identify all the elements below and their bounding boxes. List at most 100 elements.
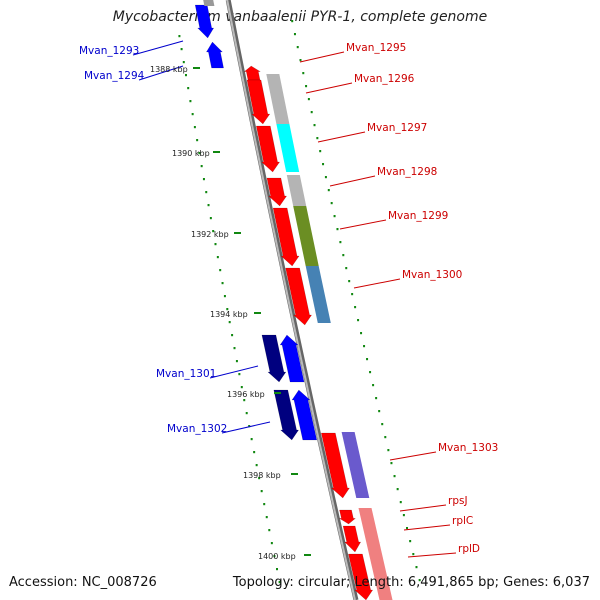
gene-label-forward: Mvan_1303 <box>438 442 498 454</box>
guide-dot <box>196 139 199 142</box>
gene-leader-line <box>209 365 259 379</box>
gene-arrow-reverse <box>273 389 300 441</box>
guide-dot <box>319 150 322 153</box>
guide-dot <box>296 46 299 49</box>
backbone-line <box>225 0 359 600</box>
gene-arrow-reverse <box>279 334 305 383</box>
guide-dot <box>243 399 246 402</box>
guide-dot <box>248 425 251 428</box>
gene-label-forward: Mvan_1300 <box>402 269 462 281</box>
gene-leader-line <box>305 82 353 94</box>
guide-dot <box>327 189 330 192</box>
guide-dot <box>233 347 236 350</box>
guide-dot <box>366 358 369 361</box>
gene-leader-line <box>403 524 451 531</box>
cog-band <box>276 124 300 172</box>
guide-dot <box>202 178 205 181</box>
guide-dot <box>216 256 219 259</box>
guide-dot <box>418 579 421 582</box>
gene-arrow-forward <box>320 432 350 499</box>
guide-dot <box>212 230 215 233</box>
guide-dot <box>345 267 348 270</box>
guide-dot <box>178 35 181 38</box>
guide-dot <box>245 412 248 415</box>
gene-features <box>194 0 393 600</box>
tick-label: 1398 kbp <box>243 471 281 480</box>
gene-leader-line <box>329 175 376 187</box>
tick-label: 1396 kbp <box>227 390 265 399</box>
guide-dot <box>381 423 384 426</box>
guide-dot <box>293 33 296 36</box>
guide-dot <box>305 85 308 88</box>
guide-dot <box>255 464 258 467</box>
gene-label-reverse: Mvan_1293 <box>79 45 139 57</box>
guide-dot <box>260 490 263 493</box>
tick-label: 1400 kbp <box>258 552 296 561</box>
backbone <box>225 0 359 600</box>
gene-label-forward: rpsJ <box>448 495 468 507</box>
guide-dot <box>384 436 387 439</box>
cog-band <box>293 206 319 266</box>
guide-dot <box>310 111 313 114</box>
guide-dot <box>253 451 256 454</box>
guide-dot <box>357 319 360 322</box>
guide-dot <box>351 293 354 296</box>
guide-dot <box>354 306 357 309</box>
guide-dot <box>360 332 363 335</box>
gene-leader-line <box>299 51 345 63</box>
accession-text: Accession: NC_008726 <box>9 575 157 590</box>
guide-dot <box>333 215 336 218</box>
guide-dot <box>307 98 310 101</box>
gene-label-reverse: Mvan_1301 <box>156 368 216 380</box>
gene-arrow-forward <box>255 125 281 173</box>
gene-label-forward: Mvan_1295 <box>346 42 406 54</box>
gene-arrow-reverse <box>291 389 318 441</box>
guide-dot <box>209 217 212 220</box>
guide-dot <box>263 503 266 506</box>
gene-leader-line <box>339 219 387 230</box>
cog-band <box>305 266 331 323</box>
guide-dot <box>219 269 222 272</box>
guide-dot <box>322 163 325 166</box>
cog-band <box>266 74 290 124</box>
guide-dot <box>200 165 203 168</box>
gene-label-forward: Mvan_1296 <box>354 73 415 85</box>
gene-labels: Mvan_1295 Mvan_1296 Mvan_1297 Mvan_1298 Mvan… <box>79 40 498 558</box>
tick-label: 1388 kbp <box>150 65 188 74</box>
backbone-cap <box>203 0 215 6</box>
guide-dot <box>336 228 339 231</box>
guide-dot <box>223 295 226 298</box>
guide-dot <box>221 282 224 285</box>
guide-dot <box>299 59 302 62</box>
tick-label: 1394 kbp <box>210 310 248 319</box>
guide-dot <box>412 553 415 556</box>
guide-dot <box>205 191 208 194</box>
guide-dot <box>372 384 375 387</box>
guide-dot <box>268 529 271 532</box>
guide-dot <box>198 152 201 155</box>
guide-dot <box>182 61 185 64</box>
guide-dot <box>231 334 234 337</box>
gene-arrow-forward <box>266 177 288 207</box>
gene-arrow-reverse <box>261 334 287 383</box>
tick-marks: 1388 kbp 1390 kbp 1392 kbp 1394 kbp 1396 kbp… <box>150 65 311 561</box>
guide-dot <box>402 514 405 517</box>
gene-leader-line <box>138 65 184 81</box>
gene-leader-line <box>407 552 457 558</box>
gene-arrow-reverse <box>205 41 224 69</box>
cog-band <box>358 508 393 600</box>
tick-label: 1392 kbp <box>191 230 229 239</box>
gene-label-forward: Mvan_1299 <box>388 210 448 222</box>
gene-label-forward: rplC <box>452 515 473 527</box>
guide-dot <box>387 449 390 452</box>
gene-arrow-forward <box>272 207 300 267</box>
guide-dot <box>378 410 381 413</box>
gene-leader-line <box>317 131 366 143</box>
guide-dot <box>273 555 276 558</box>
guide-dot <box>302 72 305 75</box>
guide-dot <box>265 516 268 519</box>
gene-label-forward: rplD <box>458 543 480 555</box>
gene-leader-line <box>389 451 437 461</box>
guide-dot <box>187 87 190 90</box>
